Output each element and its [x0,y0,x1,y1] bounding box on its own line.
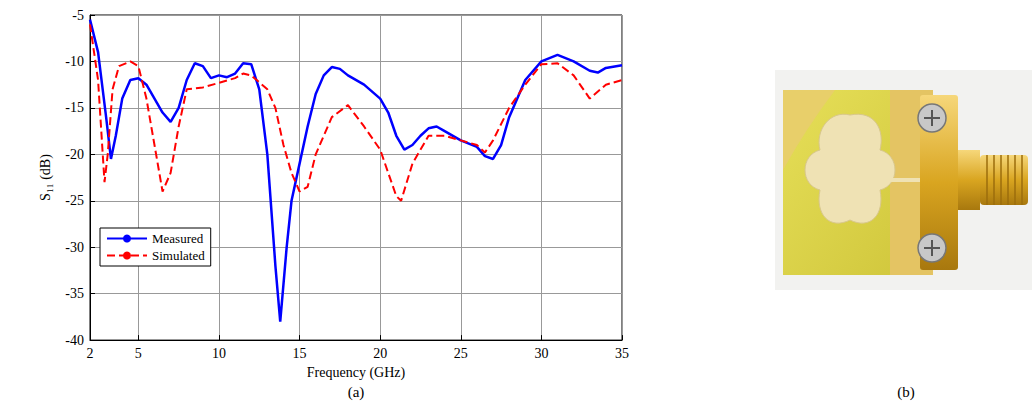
svg-text:-30: -30 [65,240,84,255]
svg-text:-20: -20 [65,147,84,162]
svg-text:35: 35 [615,346,629,361]
svg-text:-10: -10 [65,54,84,69]
svg-text:-5: -5 [72,8,84,23]
html-text:(a): (a) [347,384,365,400]
svg-text:Measured: Measured [152,231,204,246]
svg-text:20: 20 [373,346,387,361]
svg-text:30: 30 [534,346,548,361]
svg-text:2: 2 [87,346,94,361]
svg-text:-35: -35 [65,286,84,301]
svg-text:-40: -40 [65,333,84,348]
svg-text:5: 5 [135,346,142,361]
svg-text:Simulated: Simulated [152,248,205,263]
svg-text:Frequency (GHz): Frequency (GHz) [307,365,406,381]
svg-text:S₁₁ (dB): S₁₁ (dB) [38,154,54,201]
svg-text:-25: -25 [65,193,84,208]
svg-text:10: 10 [212,346,226,361]
svg-text:25: 25 [454,346,468,361]
svg-text:15: 15 [293,346,307,361]
svg-text:-15: -15 [65,100,84,115]
html-text:(b): (b) [897,384,915,400]
